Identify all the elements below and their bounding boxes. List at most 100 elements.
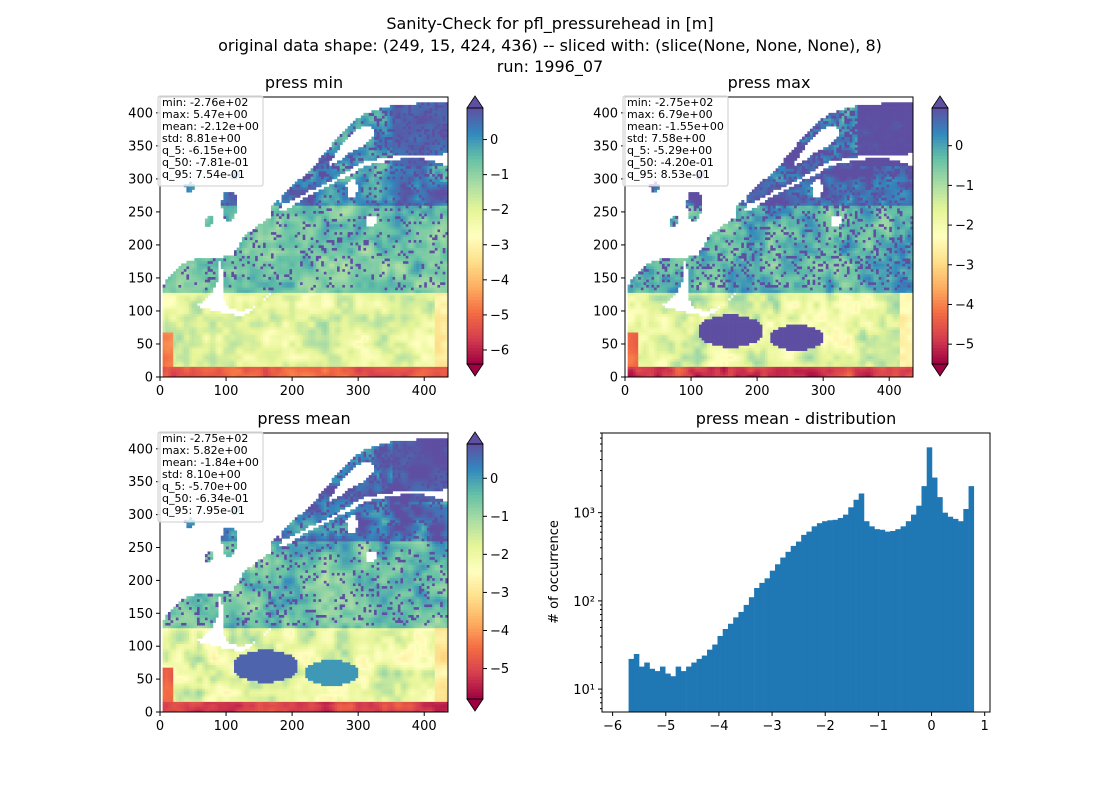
heatmap-cell: [389, 371, 393, 375]
heatmap-cell: [233, 281, 238, 285]
heatmap-cell: [437, 353, 441, 357]
heatmap-cell: [178, 326, 182, 330]
heatmap-cell: [292, 340, 296, 344]
heatmap-cell: [178, 366, 182, 370]
heatmap-cell: [226, 297, 230, 301]
heatmap-cell: [374, 324, 378, 328]
heatmap-cell: [228, 361, 232, 365]
heatmap-cell: [363, 250, 367, 254]
heatmap-cell: [175, 334, 179, 338]
heatmap-cell: [186, 334, 190, 338]
heatmap-cell: [199, 340, 203, 344]
heatmap-cell: [397, 308, 401, 312]
heatmap-cell: [199, 271, 203, 275]
heatmap-cell: [424, 300, 428, 304]
heatmap-cell: [268, 297, 272, 301]
heatmap-cell: [342, 345, 346, 349]
heatmap-cell: [215, 321, 219, 325]
heatmap-cell: [183, 371, 187, 375]
heatmap-cell: [387, 255, 391, 259]
heatmap-cell: [181, 345, 185, 349]
heatmap-cell: [392, 252, 396, 256]
heatmap-cell: [300, 318, 304, 322]
heatmap-cell: [337, 308, 341, 312]
heatmap-cell: [228, 350, 232, 354]
heatmap-cell: [374, 350, 378, 354]
heatmap-cell: [315, 310, 319, 314]
heatmap-cell: [273, 287, 277, 291]
heatmap-cell: [294, 289, 298, 293]
heatmap-cell: [379, 271, 383, 275]
heatmap-cell: [265, 316, 269, 320]
heatmap-cell: [310, 308, 314, 312]
heatmap-cell: [199, 361, 203, 365]
heatmap-cell: [191, 321, 195, 325]
heatmap-cell: [305, 374, 309, 377]
heatmap-cell: [363, 337, 367, 341]
heatmap-cell: [292, 289, 296, 293]
heatmap-cell: [270, 263, 275, 267]
heatmap-cell: [307, 369, 311, 373]
heatmap-cell: [212, 332, 216, 336]
heatmap-cell: [400, 276, 404, 280]
heatmap-cell: [302, 252, 306, 256]
heatmap-cell: [239, 252, 243, 256]
heatmap-cell: [437, 300, 441, 304]
heatmap-cell: [352, 358, 356, 362]
heatmap-cell: [315, 289, 319, 293]
heatmap-cell: [178, 329, 182, 333]
heatmap-cell: [276, 308, 280, 312]
heatmap-cell: [384, 258, 388, 262]
heatmap-cell: [278, 308, 282, 312]
heatmap-cell: [384, 295, 388, 299]
heatmap-cell: [352, 284, 356, 288]
heatmap-cell: [292, 310, 296, 314]
heatmap-cell: [334, 321, 338, 325]
heatmap-cell: [326, 355, 330, 359]
heatmap-cell: [411, 329, 415, 333]
heatmap-cell: [186, 371, 190, 375]
heatmap-cell: [418, 342, 422, 346]
heatmap-cell: [196, 321, 201, 325]
heatmap-cell: [329, 295, 333, 299]
heatmap-cell: [302, 345, 306, 349]
heatmap-cell: [318, 258, 322, 262]
heatmap-cell: [186, 337, 190, 341]
heatmap-cell: [337, 284, 341, 288]
heatmap-cell: [416, 303, 420, 307]
heatmap-cell: [202, 271, 206, 275]
heatmap-cell: [284, 321, 288, 325]
heatmap-cell: [376, 281, 380, 285]
heatmap-cell: [395, 289, 399, 293]
heatmap-cell: [284, 371, 288, 375]
heatmap-cell: [360, 318, 364, 322]
heatmap-cell: [329, 374, 333, 377]
heatmap-cell: [178, 342, 182, 346]
heatmap-cell: [339, 326, 343, 330]
heatmap-cell: [434, 255, 438, 259]
heatmap-cell: [360, 258, 364, 262]
heatmap-cell: [387, 361, 391, 365]
heatmap-cell: [432, 369, 436, 373]
heatmap-cell: [255, 300, 259, 304]
heatmap-cell: [207, 369, 211, 373]
heatmap-cell: [186, 342, 190, 346]
heatmap-cell: [181, 284, 185, 288]
heatmap-cell: [432, 347, 436, 351]
heatmap-cell: [331, 347, 335, 351]
heatmap-cell: [413, 279, 417, 283]
heatmap-cell: [368, 266, 372, 270]
heatmap-cell: [239, 292, 243, 296]
heatmap-cell: [315, 347, 319, 351]
heatmap-cell: [321, 271, 325, 275]
heatmap-cell: [305, 292, 309, 296]
heatmap-cell: [371, 329, 375, 333]
heatmap-cell: [350, 255, 354, 259]
heatmap-cell: [352, 345, 356, 349]
heatmap-cell: [226, 300, 230, 304]
heatmap-cell: [260, 263, 264, 267]
heatmap-cell: [260, 329, 264, 333]
heatmap-cell: [183, 316, 187, 320]
heatmap-cell: [202, 342, 206, 346]
heatmap-cell: [318, 292, 322, 296]
